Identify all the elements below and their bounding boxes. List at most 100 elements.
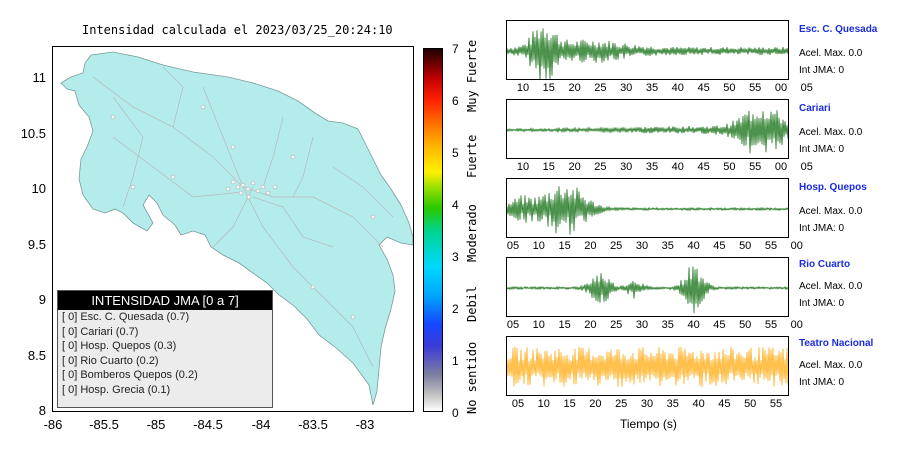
map-y-tick: 9 bbox=[38, 292, 46, 307]
waveform-tick: 50 bbox=[739, 240, 752, 252]
map-y-tick: 8.5 bbox=[27, 348, 46, 363]
waveform-tick: 50 bbox=[739, 319, 752, 331]
map-y-tick: 11 bbox=[32, 70, 47, 85]
station-name[interactable]: Rio Cuarto bbox=[799, 259, 851, 270]
waveform-trace bbox=[507, 266, 788, 314]
intensity-map[interactable]: INTENSIDAD JMA [0 a 7] [ 0] Esc. C. Ques… bbox=[52, 46, 414, 412]
waveform-tick: 05 bbox=[800, 161, 813, 173]
waveform-line bbox=[507, 110, 788, 154]
colorbar-tick: 5 bbox=[452, 146, 459, 160]
legend-item: [ 0] Cariari (0.7) bbox=[62, 325, 139, 338]
waveform-tick: 00 bbox=[774, 82, 788, 94]
waveform-tick: 30 bbox=[635, 319, 649, 331]
waveform-tick: 15 bbox=[558, 240, 571, 252]
waveform-tick: 50 bbox=[723, 161, 736, 173]
map-canvas bbox=[60, 51, 413, 406]
waveform-tick: 40 bbox=[671, 82, 684, 94]
station-name[interactable]: Teatro Nacional bbox=[799, 338, 874, 349]
waveform-tick: 35 bbox=[666, 398, 679, 410]
waveform-tick: 25 bbox=[594, 82, 607, 94]
waveform-panel[interactable] bbox=[506, 99, 789, 159]
waveform-tick: 10 bbox=[516, 82, 530, 94]
waveform-trace bbox=[507, 110, 788, 154]
waveform-tick: 05 bbox=[506, 319, 520, 331]
waveform-tick: 40 bbox=[687, 319, 700, 331]
station-intensity: Int JMA: 0 bbox=[799, 65, 845, 76]
colorbar-tick: 3 bbox=[452, 250, 459, 264]
colorbar-tick: 0 bbox=[452, 406, 459, 420]
waveform-trace bbox=[507, 186, 788, 235]
station-accel: Acel. Max. 0.0 bbox=[799, 360, 863, 371]
map-y-tick: 8 bbox=[38, 403, 46, 418]
waveform-panel[interactable] bbox=[506, 257, 789, 317]
waveform-tick: 45 bbox=[713, 240, 726, 252]
station-intensity: Int JMA: 0 bbox=[799, 144, 845, 155]
colorbar-tick: 1 bbox=[452, 354, 459, 368]
waveform-tick: 25 bbox=[594, 161, 607, 173]
waveform-tick: 55 bbox=[749, 82, 762, 94]
waveform-tick: 20 bbox=[584, 319, 597, 331]
colorbar-tick: 7 bbox=[452, 42, 459, 56]
waveform-tick: 00 bbox=[790, 319, 803, 331]
waveform-tick: 30 bbox=[640, 398, 654, 410]
map-x-tick: -86 bbox=[43, 417, 63, 432]
waveform-tick: 55 bbox=[764, 319, 778, 331]
waveform-tick: 25 bbox=[610, 240, 623, 252]
waveform-tick: 10 bbox=[532, 240, 545, 252]
map-y-tick: 9.5 bbox=[27, 237, 46, 252]
colorbar-tick: 6 bbox=[452, 94, 459, 108]
waveform-tick: 55 bbox=[764, 240, 778, 252]
waveform-tick: 45 bbox=[713, 319, 726, 331]
waveform-trace bbox=[507, 346, 788, 388]
station-intensity: Int JMA: 0 bbox=[799, 377, 845, 388]
map-x-tick: -85 bbox=[146, 417, 166, 432]
colorbar-label: Muy Fuerte bbox=[465, 39, 479, 112]
waveform-panel[interactable] bbox=[506, 178, 789, 238]
road-network bbox=[92, 66, 394, 368]
legend-title: INTENSIDAD JMA [0 a 7] bbox=[58, 291, 272, 310]
waveform-tick: 50 bbox=[744, 398, 757, 410]
waveform-tick: 25 bbox=[615, 398, 628, 410]
waveform-line bbox=[507, 28, 788, 79]
legend-item: [ 0] Hosp. Quepos (0.3) bbox=[62, 340, 177, 353]
waveform-tick: 35 bbox=[645, 82, 659, 94]
waveform-tick: 00 bbox=[774, 161, 788, 173]
station-markers bbox=[110, 104, 376, 320]
waveform-tick: 25 bbox=[610, 319, 623, 331]
map-y-tick: 10.5 bbox=[20, 126, 46, 141]
legend-item: [ 0] Hosp. Grecia (0.1) bbox=[62, 383, 171, 396]
waveform-tick: 05 bbox=[511, 398, 525, 410]
map-x-tick: -84.5 bbox=[193, 417, 223, 432]
waveform-tick: 35 bbox=[661, 319, 674, 331]
waveform-tick: 35 bbox=[661, 240, 674, 252]
waveform-tick: 55 bbox=[769, 398, 783, 410]
waveform-tick: 20 bbox=[568, 161, 581, 173]
map-title: Intensidad calculada el 2023/03/25_20:24… bbox=[82, 23, 393, 37]
station-accel: Acel. Max. 0.0 bbox=[799, 48, 863, 59]
map-x-tick: -83 bbox=[355, 417, 375, 432]
waveform-tick: 05 bbox=[506, 240, 520, 252]
station-name[interactable]: Esc. C. Quesada bbox=[799, 24, 878, 35]
waveform-panel[interactable] bbox=[506, 336, 789, 396]
station-accel: Acel. Max. 0.0 bbox=[799, 281, 863, 292]
legend-item: [ 0] Bomberos Quepos (0.2) bbox=[62, 369, 198, 382]
costa-rica-landmass bbox=[60, 51, 413, 406]
map-x-tick: -83.5 bbox=[298, 417, 328, 432]
waveform-tick: 15 bbox=[558, 319, 571, 331]
waveform-tick: 40 bbox=[687, 240, 700, 252]
colorbar-tick: 4 bbox=[452, 198, 459, 212]
map-x-tick: -85.5 bbox=[89, 417, 119, 432]
waveform-tick: 55 bbox=[749, 161, 762, 173]
waveform-tick: 10 bbox=[516, 161, 530, 173]
waveform-tick: 35 bbox=[645, 161, 659, 173]
map-y-tick: 10 bbox=[31, 181, 46, 196]
station-name[interactable]: Cariari bbox=[799, 103, 831, 114]
waveform-tick: 40 bbox=[692, 398, 705, 410]
station-name[interactable]: Hosp. Quepos bbox=[799, 182, 867, 193]
waveform-tick: 45 bbox=[697, 161, 710, 173]
station-accel: Acel. Max. 0.0 bbox=[799, 127, 863, 138]
waveform-panel[interactable] bbox=[506, 20, 789, 80]
intensity-colorbar bbox=[423, 48, 443, 412]
waveform-tick: 30 bbox=[620, 161, 633, 173]
waveform-tick: 20 bbox=[568, 82, 581, 94]
